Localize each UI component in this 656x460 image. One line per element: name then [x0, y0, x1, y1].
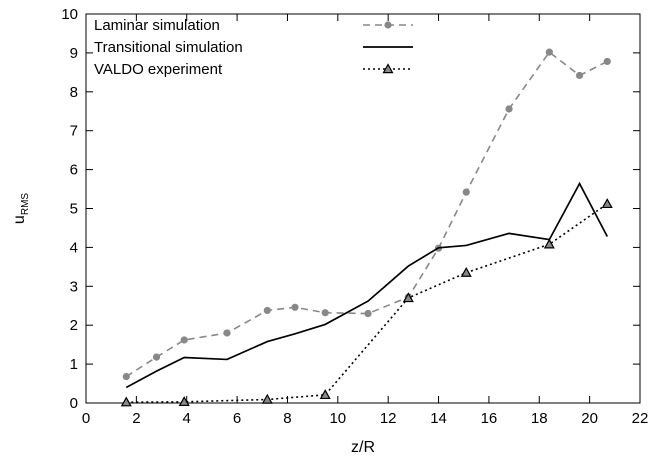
x-tick-label: 12	[380, 410, 397, 427]
legend-label: Laminar simulation	[94, 17, 220, 34]
series-line	[125, 181, 609, 389]
x-tick-label: 6	[233, 410, 241, 427]
data-point	[223, 329, 231, 337]
y-tick-label: 7	[70, 123, 78, 140]
y-tick-label: 8	[70, 84, 78, 101]
data-point	[384, 21, 392, 29]
y-tick-label: 10	[61, 6, 78, 23]
x-tick-label: 18	[531, 410, 548, 427]
y-tick-label: 6	[70, 162, 78, 179]
series-2	[120, 198, 613, 407]
x-tick-label: 0	[82, 410, 90, 427]
series-0	[122, 48, 611, 381]
x-tick-label: 10	[329, 410, 346, 427]
data-point	[462, 188, 470, 196]
data-point	[261, 393, 273, 404]
x-tick-label: 22	[632, 410, 649, 427]
data-point	[601, 198, 613, 209]
y-tick-label: 0	[70, 395, 78, 412]
legend-label: Transitional simulation	[94, 39, 243, 56]
data-point	[152, 353, 161, 361]
y-tick-label: 2	[70, 317, 78, 334]
x-tick-label: 14	[430, 410, 447, 427]
x-tick-label: 4	[183, 410, 191, 427]
x-tick-label: 16	[481, 410, 498, 427]
y-tick-label: 4	[70, 239, 78, 256]
x-tick-label: 2	[132, 410, 140, 427]
data-point	[178, 396, 190, 407]
x-tick-label: 20	[581, 410, 598, 427]
series-line	[126, 203, 608, 404]
y-axis-label-main: u	[11, 215, 28, 224]
data-point	[263, 306, 271, 315]
data-point	[180, 336, 188, 344]
data-point	[460, 266, 472, 277]
data-point	[321, 309, 329, 317]
data-point	[545, 48, 553, 56]
series-line	[125, 50, 608, 378]
data-point	[364, 309, 372, 318]
legend-label: VALDO experiment	[94, 61, 223, 78]
data-point	[603, 57, 611, 66]
y-axis-label-subscript: RMS	[20, 193, 31, 216]
data-point	[291, 303, 299, 311]
data-point	[122, 372, 130, 381]
y-tick-label: 3	[70, 278, 78, 295]
legend: Laminar simulation Transitional simulatio…	[94, 17, 413, 78]
series-layer	[120, 48, 613, 407]
y-tick-label: 5	[70, 201, 78, 218]
data-point	[319, 389, 331, 400]
x-tick-label: 8	[283, 410, 291, 427]
data-point	[575, 71, 584, 80]
data-point	[505, 105, 513, 113]
series-1	[125, 181, 609, 389]
y-axis-label: uRMS	[11, 193, 31, 224]
data-point	[543, 238, 555, 249]
y-tick-label: 1	[70, 356, 78, 373]
x-axis-label: z/R	[351, 439, 375, 456]
data-point	[382, 63, 394, 74]
y-tick-label: 9	[70, 45, 78, 62]
data-point	[120, 396, 132, 407]
data-point	[402, 292, 414, 303]
